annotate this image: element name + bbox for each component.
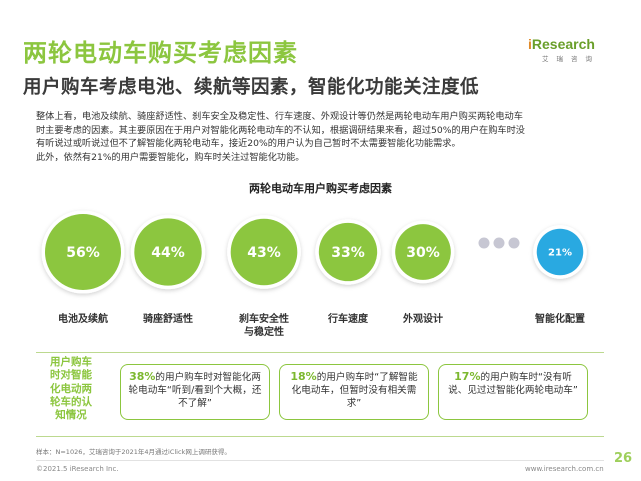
chart-title: 两轮电动车用户购买考虑因素 [249,182,392,195]
ellipsis-dot [508,237,520,249]
card-percent: 17% [454,370,481,383]
website-link[interactable]: www.iresearch.com.cn [525,465,604,473]
page-number: 26 [614,451,633,466]
page-subtitle: 用户购车考虑电池、续航等因素，智能化功能关注度低 [23,77,480,98]
iresearch-logo: iResearch 艾瑞咨询 [528,36,608,63]
card-percent: 38% [129,370,156,383]
awareness-label-line: 知情况 [55,409,87,422]
awareness-card-3: 17%的用户购车时“没有听说、见过过智能化两轮电动车” [438,364,588,420]
category-label: 骑座舒适性 [143,312,193,325]
category-label: 智能化配置 [535,312,585,325]
awareness-label-line: 时对智能 [50,369,92,382]
logo-rest: Research [531,36,595,52]
bubble-value-label: 44% [151,245,185,261]
ellipsis-dot [478,237,490,249]
awareness-card-1: 38%的用户购车时对智能化两轮电动车“听到/看到个大概，还不了解” [120,364,270,420]
bubble [45,214,121,290]
page-title: 两轮电动车购买考虑因素 [23,39,298,67]
bubble-value-label: 43% [247,245,281,261]
bubble-value-label: 21% [548,248,572,259]
card-text: 的用户购车时“没有听说、见过过智能化两轮电动车” [448,372,578,396]
category-label: 与稳定性 [244,325,284,338]
intro-line: 此外，依然有21%的用户需要智能化，购车时关注过智能化功能。 [36,151,305,163]
bubble [395,224,451,280]
bubble-value-label: 33% [331,245,365,261]
category-label: 电池及续航 [58,312,108,325]
bubble [536,228,584,276]
card-percent: 18% [290,370,317,383]
bubble [318,222,378,282]
ellipsis-dot [493,237,505,249]
card-text: 的用户购车时对智能化两轮电动车“听到/看到个大概，还不了解” [128,372,262,409]
bubble [134,218,202,286]
bubble-value-label: 56% [66,245,100,261]
card-text: 的用户购车时“了解智能化电动车，但暂时没有相关需求” [291,372,418,409]
awareness-label: 用户购车 时对智能 化电动两 轮车的认 知情况 [40,356,102,422]
category-label: 外观设计 [402,312,443,325]
category-label: 行车速度 [327,312,369,325]
bubble-value-label: 30% [406,245,440,261]
awareness-label-line: 轮车的认 [50,395,92,408]
copyright: ©2021.5 iResearch Inc. [36,465,119,473]
intro-paragraph: 整体上看，电池及续航、骑座舒适性、刹车安全及稳定性、行车速度、外观设计等仍然是两… [36,110,616,164]
footer-divider [36,460,604,461]
logo-wordmark: iResearch [528,36,608,52]
intro-line: 整体上看，电池及续航、骑座舒适性、刹车安全及稳定性、行车速度、外观设计等仍然是两… [36,111,523,122]
intro-line: 有听说过或听说过但不了解智能化两轮电动车，接近20%的用户认为自己暂时不太需要智… [36,138,461,149]
bubble [230,218,298,286]
category-label: 刹车安全性 [239,312,289,325]
logo-i: i [528,36,532,52]
source-note: 样本：N=1026，艾瑞咨询于2021年4月通过iClick网上调研获得。 [36,448,231,456]
awareness-card-2: 18%的用户购车时“了解智能化电动车，但暂时没有相关需求” [279,364,429,420]
logo-cn: 艾瑞咨询 [542,55,600,63]
intro-line: 时主要考虑的因素。其主要原因在于用户对智能化两轮电动车的不认知，根据调研结果来看… [36,124,525,136]
awareness-frame [36,352,604,437]
awareness-label-line: 化电动两 [50,382,92,395]
awareness-label-line: 用户购车 [50,356,92,368]
